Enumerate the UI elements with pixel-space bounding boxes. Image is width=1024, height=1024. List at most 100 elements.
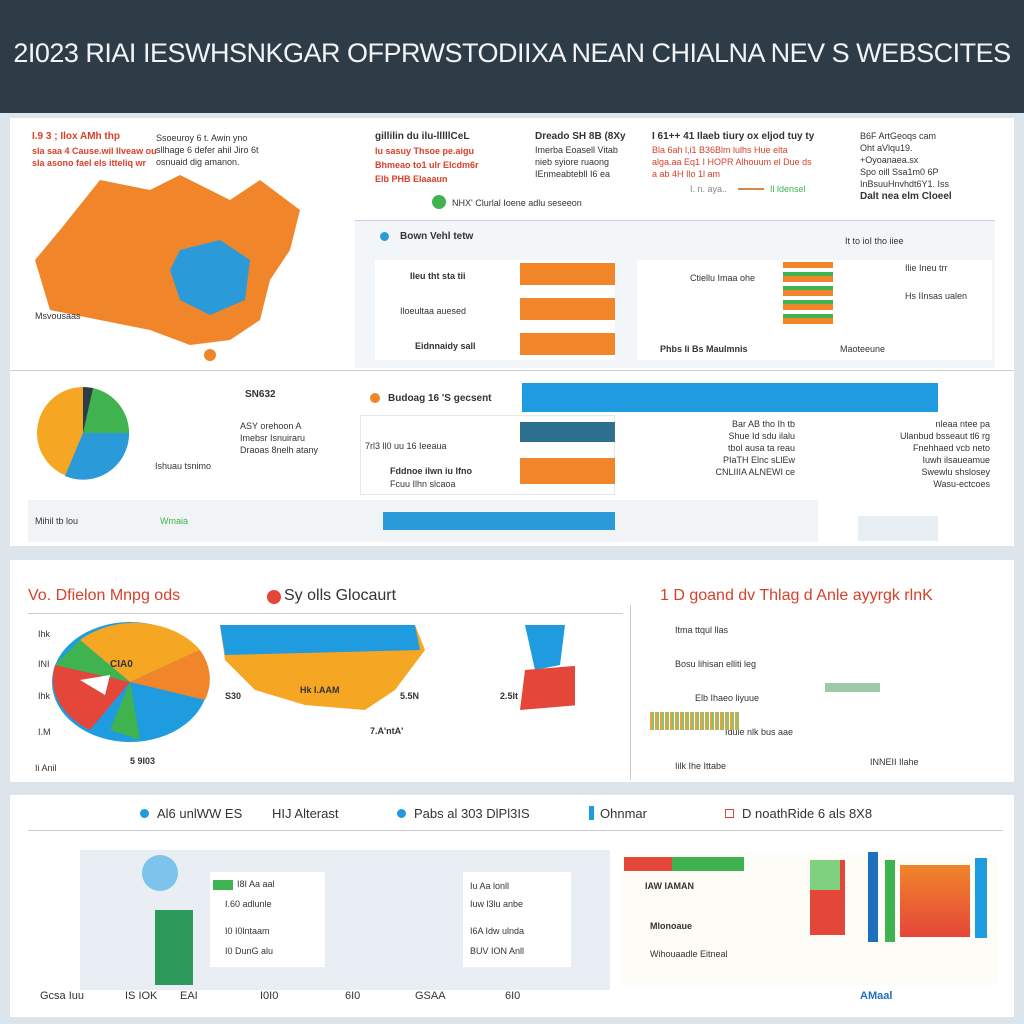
bar	[885, 860, 895, 942]
row-label: Fcuu Ilhn slcaoa	[390, 479, 456, 489]
legend-dot	[140, 809, 149, 818]
block4-line: Dalt nea elm Cloeel	[860, 191, 952, 202]
right-row: Itma ttqul llas	[675, 625, 729, 635]
bar	[624, 857, 744, 871]
axis-label: Ihk	[38, 629, 51, 639]
bar	[810, 860, 840, 890]
row: BUV ION Anll	[470, 946, 525, 956]
legend-item: Al6 unlWW ES	[157, 806, 243, 821]
right-row: IAW IAMAN	[645, 881, 694, 891]
row: I.60 adlunle	[225, 899, 272, 909]
mid-line: Shue Id sdu ilalu	[728, 431, 795, 441]
divider	[28, 613, 623, 614]
legend-square	[725, 809, 734, 818]
globe-icon	[432, 195, 446, 209]
pie-label: SN632	[245, 389, 276, 400]
footer-label: 6I0	[505, 990, 521, 1002]
right-row: Elb Ihaeo liyuue	[695, 693, 760, 703]
bar	[868, 852, 878, 942]
china-map	[35, 175, 300, 361]
map-note: Ssoeuroy 6 t. Awin yno	[156, 133, 248, 143]
record-icon	[267, 590, 281, 604]
legend-bar	[589, 806, 594, 820]
map-label: S30	[225, 691, 242, 701]
map-note-2: sllhage 6 defer ahil Jiro 6t	[156, 145, 259, 155]
panel-a-title: Bown Vehl tetw	[400, 231, 474, 242]
map-note-red: I.9 3 ; Ilox AMh thp	[32, 131, 120, 142]
row-label: Eidnnaidy sall	[415, 341, 476, 351]
mid-line: CNLIIIA ALNEWI ce	[715, 467, 795, 477]
pie-text: Draoas 8nelh atany	[240, 445, 319, 455]
map-note-3: osnuaid dig amanon.	[156, 157, 240, 167]
map-label: Hk I.AAM	[300, 685, 340, 695]
bar	[520, 422, 615, 442]
spark-bars	[650, 712, 740, 730]
map-note-red-3: sla asono fael els itteliq wr	[32, 158, 147, 168]
pie-chart	[37, 387, 130, 480]
panel-a-bottom: Phbs Ii Bs Maulmnis	[660, 344, 748, 354]
bar-title: Budoag 16 'S gecsent	[388, 393, 492, 404]
footer-bar	[383, 512, 615, 530]
block4-line: Oht aVlqu19.	[860, 143, 913, 153]
row: Iuw l3lu anbe	[470, 899, 524, 909]
row: I8I Aa aal	[237, 879, 275, 889]
axis-label: INI	[38, 659, 50, 669]
legend-item: HIJ Alterast	[272, 806, 339, 821]
footer-label: Gcsa Iuu	[40, 990, 85, 1002]
bar	[975, 858, 987, 938]
axis-label: I.M	[38, 727, 51, 737]
header-bar	[522, 383, 938, 412]
divider	[10, 370, 1014, 371]
block1-line: Bhmeao to1 ulr Elcdm6r	[375, 160, 479, 170]
block2-line: IEnmeabtebll I6 ea	[535, 169, 611, 179]
right-row: Idule nlk bus aae	[725, 727, 794, 737]
map-label: 5.5N	[400, 691, 420, 701]
divider	[630, 605, 631, 780]
legend-item: Pabs al 303 DlPl3IS	[414, 806, 530, 821]
block4-line: +Oyoanaea.sx	[860, 155, 919, 165]
text-block-1: gillilin du ilu-lllllCeL lu sasuy Thsoe …	[375, 130, 479, 186]
row: Iu Aa lonll	[470, 881, 510, 891]
page-title: 2I023 RIAI IESWHSNKGAR OFPRWSTODIIXA NEA…	[13, 38, 1011, 68]
section3-title-mid: Sy olls Glocaurt	[284, 587, 397, 604]
right-footer: INNEII Ilahe	[870, 757, 919, 767]
block3-line: a ab 4H Ilo 1l am	[652, 169, 721, 179]
pie-text: ASY orehoon A	[240, 421, 302, 431]
mid-line: PIaTH Elnc sLlEw	[722, 455, 795, 465]
bar	[520, 263, 615, 285]
right-row: Bosu lihisan elliti leg	[675, 659, 757, 669]
block4-line: InBsuuHnvhdt6Y1. Iss	[860, 179, 950, 189]
map-legend: Msvousaas	[35, 311, 81, 321]
legend-item: D noathRide 6 als 8X8	[742, 806, 873, 821]
caption-center: NHX' Clurlal Ioene adlu seseeon	[452, 198, 582, 208]
text-block-4: B6F ArtGeoqs cam Oht aVlqu19. +Oyoanaea.…	[860, 130, 952, 204]
mid-line: Bar AB tho Ih tb	[731, 419, 795, 429]
section3-title-left: Vo. Dfielon Mnpg ods	[28, 587, 181, 604]
block2-line: Dreado SH 8B (8Xy	[535, 131, 626, 142]
row-label: 7rl3 ll0 uu 16 Ieeaua	[365, 441, 447, 451]
block3-line: I 61++ 41 Ilaeb tiury ox eljod tuy ty	[652, 131, 815, 142]
footer-label: I0I0	[260, 990, 279, 1002]
bar	[155, 910, 193, 985]
map-label: 5 9I03	[130, 756, 156, 766]
bullet-icon	[380, 232, 389, 241]
block1-line: gillilin du ilu-lllllCeL	[375, 131, 470, 142]
row-label: Fddnoe ilwn iu Ifno	[390, 466, 472, 476]
right-text: nleaa ntee pa Ulanbud bsseaut tl6 rg Fne…	[840, 418, 990, 490]
right-row: It to ioI tho iiee	[845, 236, 904, 246]
block2-line: nieb syiore ruaong	[535, 157, 610, 167]
right-line: Wasu-ectcoes	[933, 479, 990, 489]
caption-right-a: I. n. aya..	[690, 184, 728, 194]
caption-right-b: Il ldensel	[770, 184, 806, 194]
section3-title-right: 1 D goand dv Thlag d Anle ayyrgk rlnK	[660, 587, 933, 604]
pie-caption: Ishuau tsnimo	[155, 461, 212, 471]
block3-line: Bla 6ah l,i1 B36Blm lulhs Hue elta	[652, 145, 788, 155]
legend-dot	[397, 809, 406, 818]
right-line: Fnehhaed vcb neto	[912, 443, 990, 453]
footer-text: Mihil tb lou	[35, 516, 79, 526]
row-label: Ileu tht sta tii	[410, 271, 466, 281]
right-row: Ilie Ineu trr	[905, 263, 948, 273]
footer-label: 6I0	[345, 990, 361, 1002]
right-row: Mlonoaue	[650, 921, 692, 931]
legend-row: Al6 unlWW ES HIJ Alterast Pabs al 303 Dl…	[140, 806, 872, 821]
